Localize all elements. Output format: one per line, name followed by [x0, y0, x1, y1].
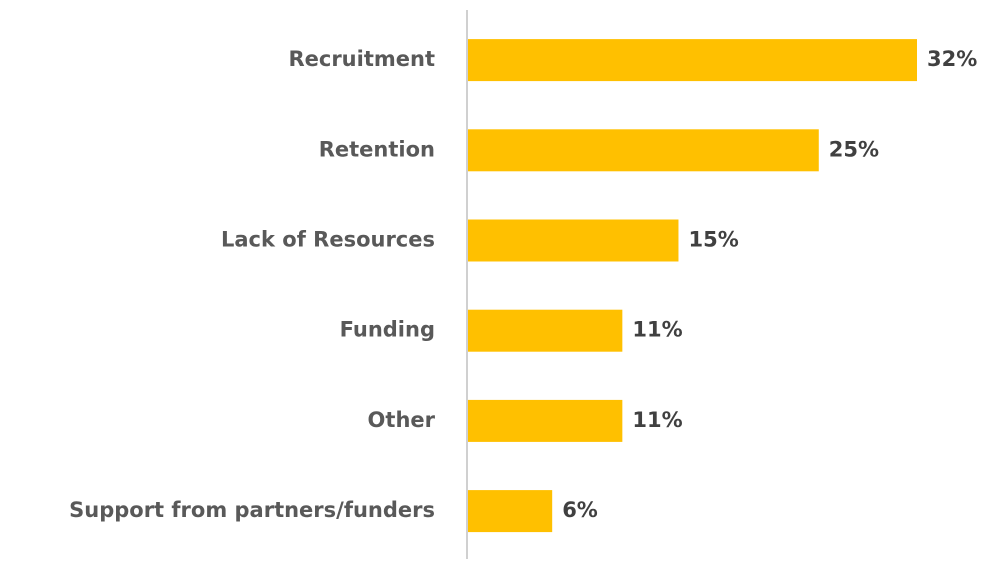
category-label: Support from partners/funders: [69, 498, 435, 522]
value-label: 6%: [562, 498, 598, 522]
category-label: Retention: [319, 137, 435, 161]
value-label: 11%: [632, 408, 682, 432]
value-label: 15%: [688, 228, 738, 252]
value-label: 32%: [927, 47, 977, 71]
bar: [468, 490, 553, 533]
category-label: Recruitment: [288, 47, 435, 71]
category-label: Other: [368, 408, 436, 432]
bar: [468, 219, 679, 262]
value-label: 25%: [829, 137, 879, 161]
bar: [468, 129, 819, 172]
category-label: Funding: [340, 318, 435, 342]
bar: [468, 39, 917, 82]
category-label: Lack of Resources: [221, 228, 435, 252]
bar: [468, 399, 623, 442]
bar: [468, 309, 623, 352]
value-label: 11%: [632, 318, 682, 342]
